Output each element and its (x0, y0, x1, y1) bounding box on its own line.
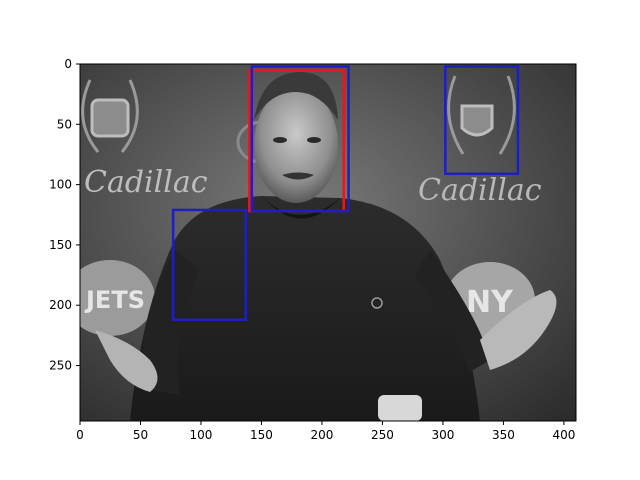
backdrop-text: JETS (84, 286, 145, 314)
backdrop-text: Cadillac (84, 165, 208, 200)
y-tick-label: 250 (49, 359, 72, 373)
x-tick-label: 300 (431, 428, 454, 442)
backdrop-text: NY (466, 285, 514, 320)
x-tick-label: 250 (371, 428, 394, 442)
y-tick-label: 50 (57, 117, 72, 131)
x-tick-label: 400 (552, 428, 575, 442)
y-tick-label: 150 (49, 238, 72, 252)
y-tick-label: 0 (64, 57, 72, 71)
x-axis: 0 50 100 150 200 250 300 350 400 (76, 421, 575, 442)
y-tick-label: 200 (49, 298, 72, 312)
x-tick-label: 0 (76, 428, 84, 442)
photo: Cadillac Cadillac JETS NY (65, 64, 576, 421)
x-tick-label: 150 (250, 428, 273, 442)
x-tick-label: 50 (133, 428, 148, 442)
y-axis: 0 50 100 150 200 250 (49, 57, 80, 373)
y-tick-label: 100 (49, 178, 72, 192)
x-tick-label: 350 (492, 428, 515, 442)
jets-logo-left: JETS (65, 260, 155, 336)
backdrop-text: Cadillac (418, 173, 542, 208)
x-tick-label: 200 (310, 428, 333, 442)
x-tick-label: 100 (190, 428, 213, 442)
